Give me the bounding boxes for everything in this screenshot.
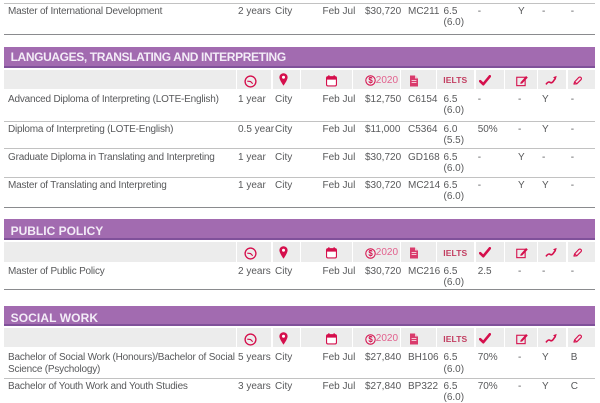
svg-text:$: $ [368,335,373,344]
svg-text:$: $ [368,77,373,86]
svg-text:$: $ [368,249,373,258]
